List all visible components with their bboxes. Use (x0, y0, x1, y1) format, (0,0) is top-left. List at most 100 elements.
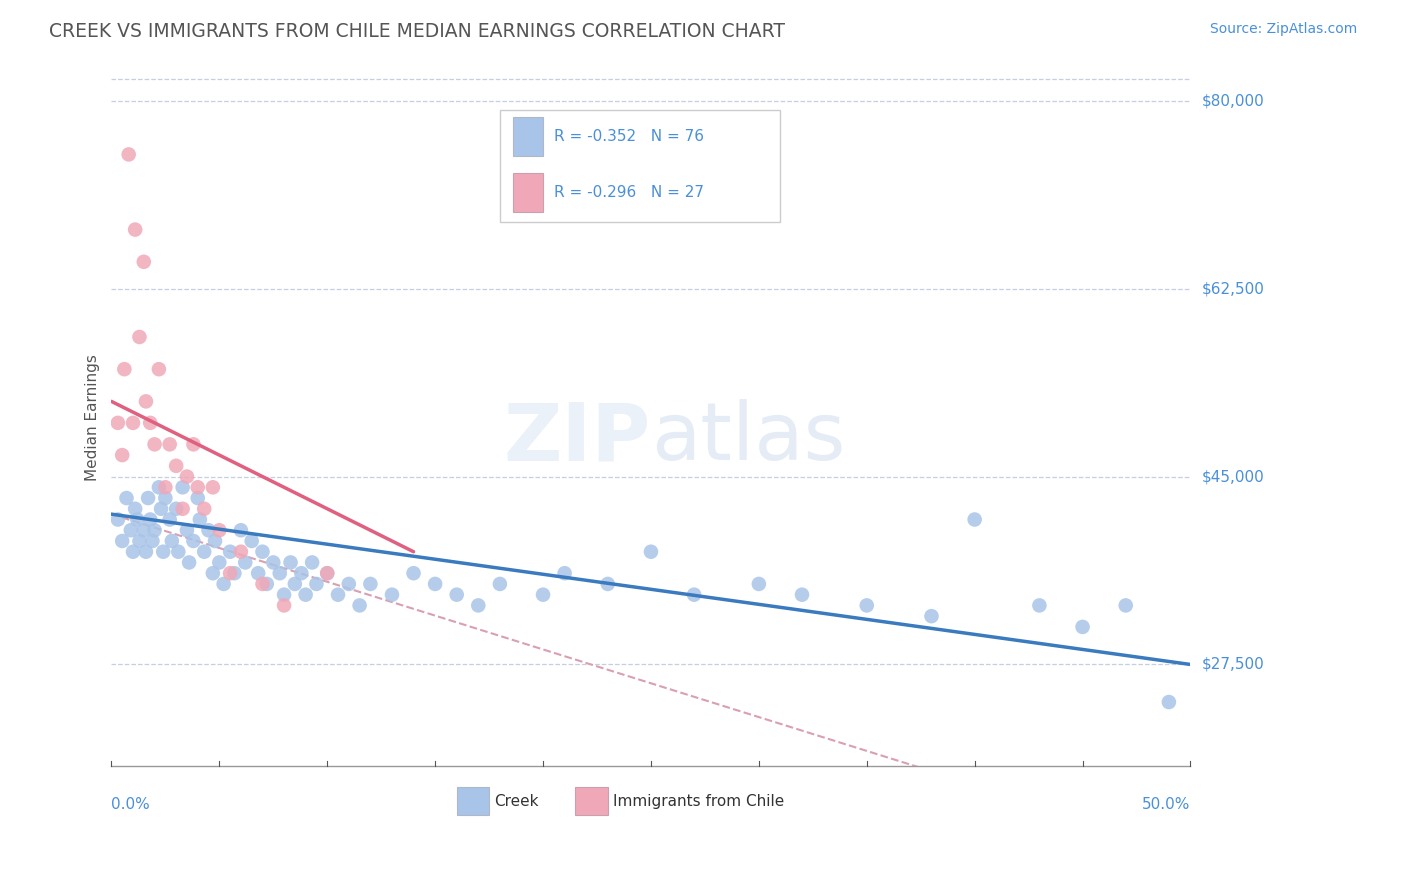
Point (160, 533, 183, 548)
Point (139, 512, 162, 526)
Point (326, 588, 349, 602)
Point (640, 545, 662, 559)
Point (128, 330, 150, 344)
Point (229, 545, 252, 559)
Point (1028, 599, 1050, 613)
Point (143, 437, 166, 451)
Point (301, 556, 323, 570)
Bar (457, 788, 489, 815)
Point (349, 599, 371, 613)
Point (467, 599, 489, 613)
Point (115, 491, 138, 505)
Point (122, 416, 145, 430)
Point (402, 566, 425, 581)
Point (141, 533, 163, 548)
Point (187, 480, 209, 494)
Point (316, 566, 339, 581)
Point (219, 566, 242, 581)
Point (305, 577, 328, 591)
Point (176, 469, 198, 483)
Point (233, 556, 256, 570)
Point (208, 556, 231, 570)
FancyBboxPatch shape (501, 111, 780, 222)
Point (280, 556, 302, 570)
Point (148, 480, 170, 494)
Point (193, 501, 215, 516)
Point (135, 545, 157, 559)
Text: $45,000: $45,000 (1202, 469, 1264, 484)
Point (111, 533, 134, 548)
Text: CREEK VS IMMIGRANTS FROM CHILE MEDIAN EARNINGS CORRELATION CHART: CREEK VS IMMIGRANTS FROM CHILE MEDIAN EA… (49, 22, 785, 41)
Point (683, 588, 706, 602)
Point (111, 448, 134, 462)
Point (124, 222, 146, 236)
Point (208, 523, 231, 537)
Text: R = -0.352   N = 76: R = -0.352 N = 76 (554, 129, 704, 145)
Point (316, 566, 339, 581)
Point (284, 577, 307, 591)
Point (531, 588, 554, 602)
Text: 0.0%: 0.0% (111, 797, 150, 812)
Point (135, 394, 157, 409)
Text: R = -0.296   N = 27: R = -0.296 N = 27 (554, 185, 704, 200)
Point (136, 491, 159, 505)
Point (337, 577, 360, 591)
Point (132, 254, 155, 268)
Point (107, 512, 129, 526)
Point (107, 416, 129, 430)
Point (1115, 599, 1137, 613)
Point (381, 588, 404, 602)
Point (748, 577, 770, 591)
Point (219, 545, 242, 559)
Point (294, 588, 316, 602)
Point (201, 566, 224, 581)
Bar (575, 788, 607, 815)
Point (152, 545, 174, 559)
Point (155, 480, 177, 494)
Point (132, 523, 155, 537)
Point (122, 545, 145, 559)
Point (269, 566, 291, 581)
Point (150, 501, 173, 516)
Point (252, 577, 274, 591)
Point (240, 533, 263, 548)
Point (183, 437, 205, 451)
Point (554, 566, 576, 581)
Point (201, 480, 224, 494)
Point (224, 566, 246, 581)
Point (963, 512, 986, 526)
Bar (513, 118, 543, 156)
Point (790, 588, 813, 602)
Point (139, 416, 162, 430)
Text: 50.0%: 50.0% (1142, 797, 1191, 812)
Text: atlas: atlas (651, 400, 845, 477)
Point (165, 458, 187, 473)
Point (143, 523, 166, 537)
Point (247, 566, 270, 581)
Point (855, 599, 877, 613)
Point (172, 480, 194, 494)
Point (183, 533, 205, 548)
Text: Source: ZipAtlas.com: Source: ZipAtlas.com (1209, 22, 1357, 37)
Point (167, 545, 190, 559)
Point (127, 512, 149, 526)
Point (446, 588, 468, 602)
Text: $27,500: $27,500 (1202, 657, 1264, 672)
Point (172, 501, 194, 516)
Point (596, 577, 619, 591)
Point (204, 533, 226, 548)
Y-axis label: Median Earnings: Median Earnings (86, 354, 100, 481)
Point (212, 577, 235, 591)
Point (165, 501, 187, 516)
Point (273, 588, 295, 602)
Point (148, 362, 170, 376)
Point (155, 491, 177, 505)
Point (188, 512, 211, 526)
Text: Creek: Creek (495, 794, 538, 809)
Point (187, 491, 209, 505)
Text: ZIP: ZIP (503, 400, 651, 477)
Text: $80,000: $80,000 (1202, 94, 1264, 108)
Point (120, 523, 142, 537)
Point (124, 501, 146, 516)
Point (229, 523, 252, 537)
